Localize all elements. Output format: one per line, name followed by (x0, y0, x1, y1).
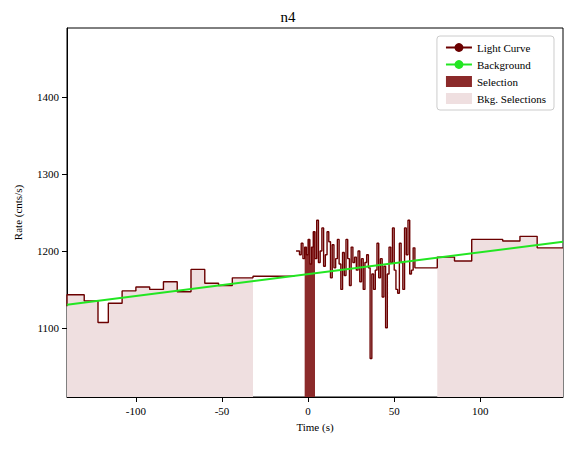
svg-text:1400: 1400 (37, 91, 60, 103)
svg-text:Background: Background (477, 59, 531, 71)
svg-text:Bkg. Selections: Bkg. Selections (477, 93, 546, 105)
svg-text:100: 100 (472, 405, 489, 417)
svg-text:n4: n4 (281, 9, 297, 25)
svg-text:50: 50 (389, 405, 401, 417)
svg-text:Light Curve: Light Curve (477, 42, 531, 54)
svg-text:1200: 1200 (37, 245, 60, 257)
svg-text:1100: 1100 (37, 322, 59, 334)
svg-text:-100: -100 (126, 405, 147, 417)
svg-text:1300: 1300 (37, 168, 60, 180)
svg-text:Rate (cnts/s): Rate (cnts/s) (12, 185, 25, 241)
svg-text:-50: -50 (215, 405, 230, 417)
svg-text:Selection: Selection (477, 76, 518, 88)
svg-text:0: 0 (305, 405, 311, 417)
svg-text:Time (s): Time (s) (296, 421, 334, 434)
